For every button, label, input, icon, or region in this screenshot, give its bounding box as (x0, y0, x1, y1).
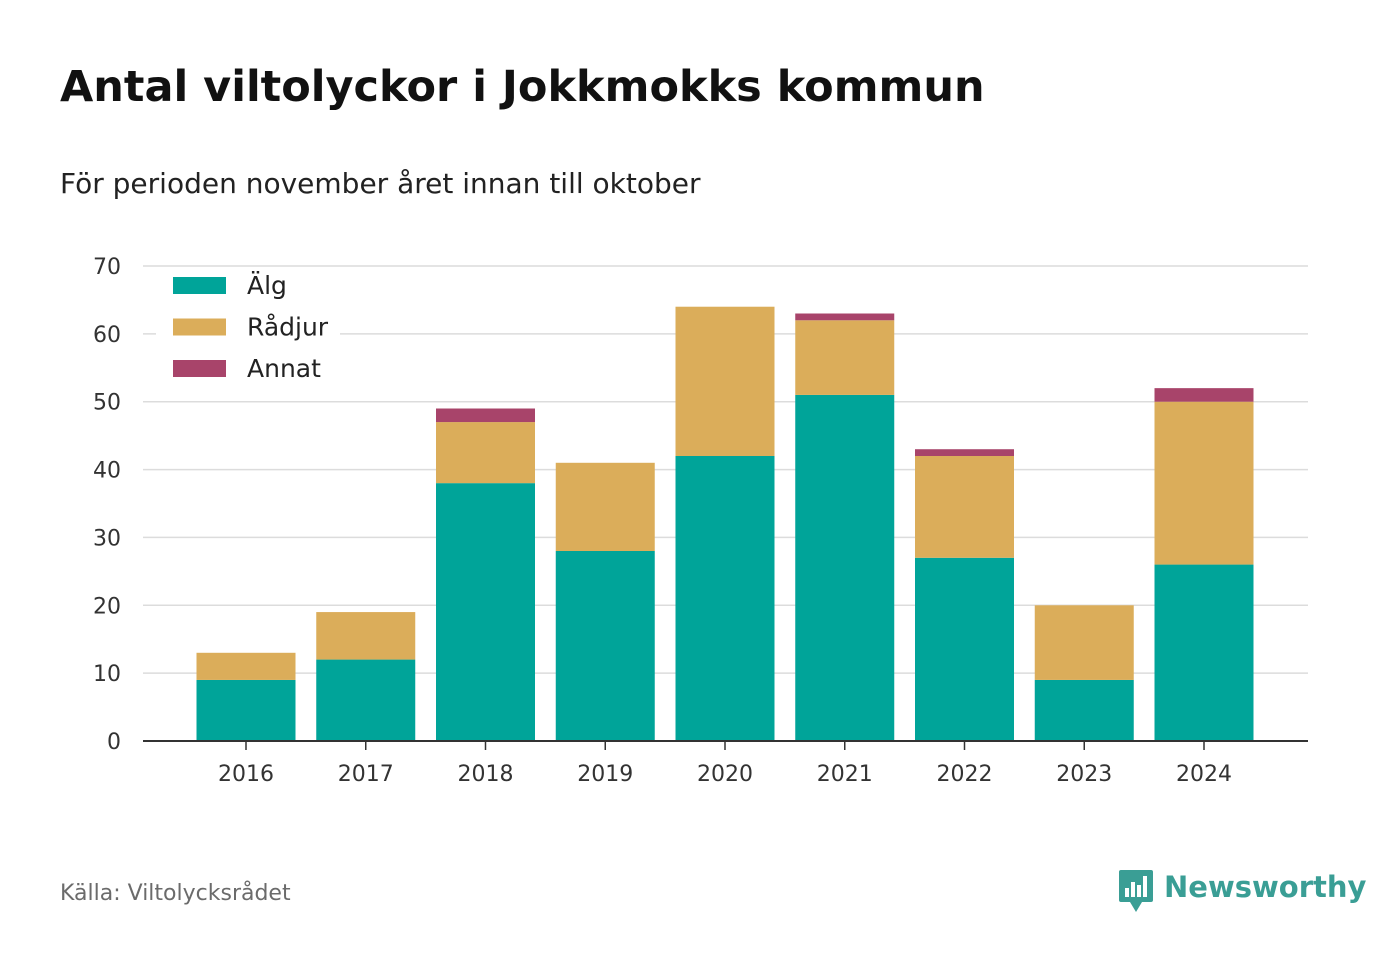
bar-segment (795, 313, 895, 321)
x-tick-label: 2021 (817, 762, 873, 787)
bar-segment (915, 557, 1014, 741)
x-axis: 2016 2017 2018 2019 2020 2021 2022 2023 2024 (143, 740, 1308, 787)
legend-label: Älg (247, 271, 287, 300)
bar-segment (436, 483, 535, 741)
y-tick-label: 0 (107, 730, 121, 755)
bar-segment (316, 612, 416, 660)
chart-subtitle: För perioden november året innan till ok… (60, 167, 701, 200)
brand-name: Newsworthy (1164, 870, 1367, 904)
bars (196, 306, 1254, 741)
chart-title: Antal viltolyckor i Jokkmokks kommun (60, 62, 985, 112)
bar-segment (675, 456, 775, 741)
y-tick-label: 10 (93, 662, 121, 687)
bar-segment (1154, 388, 1254, 402)
bar-segment (555, 551, 655, 741)
x-tick-label: 2017 (338, 762, 394, 787)
x-tick-label: 2016 (218, 762, 274, 787)
bar-segment (1034, 679, 1134, 741)
legend-swatch (173, 318, 226, 336)
y-tick-label: 20 (93, 594, 121, 619)
legend-label: Annat (247, 354, 321, 383)
bar-segment (795, 320, 895, 395)
x-tick-label: 2020 (697, 762, 753, 787)
stacked-bar-chart: 0 10 20 30 40 50 60 70 2016 2017 2018 2019 2020 2021… (93, 255, 1308, 787)
legend-swatch (173, 277, 226, 294)
brand-logo: Newsworthy (1118, 868, 1366, 914)
bar-segment (316, 659, 416, 741)
bar-segment (915, 449, 1014, 456)
bar-segment (1154, 401, 1254, 565)
bar-segment (795, 394, 895, 741)
y-tick-label: 40 (93, 459, 121, 484)
bar-segment (1034, 605, 1134, 680)
bar-segment (196, 679, 296, 741)
legend-label: Rådjur (247, 313, 329, 342)
bar-segment (436, 408, 535, 423)
y-tick-label: 70 (93, 255, 121, 280)
x-tick-label: 2024 (1176, 762, 1232, 787)
y-tick-label: 50 (93, 391, 121, 416)
x-tick-label: 2018 (458, 762, 514, 787)
bar-segment (196, 652, 296, 680)
newsworthy-logo-icon (1119, 870, 1153, 912)
bar-segment (675, 306, 775, 456)
bar-segment (915, 456, 1014, 558)
y-axis: 0 10 20 30 40 50 60 70 (93, 255, 121, 755)
x-tick-label: 2023 (1056, 762, 1112, 787)
y-tick-label: 60 (93, 323, 121, 348)
y-tick-label: 30 (93, 526, 121, 551)
bar-segment (436, 422, 535, 484)
bar-segment (555, 462, 655, 551)
bar-segment (1154, 564, 1254, 741)
x-tick-label: 2019 (577, 762, 633, 787)
legend-swatch (173, 360, 226, 377)
source-note: Källa: Viltolycksrådet (60, 881, 291, 906)
legend: Älg Rådjur Annat (156, 268, 340, 388)
x-tick-label: 2022 (937, 762, 993, 787)
